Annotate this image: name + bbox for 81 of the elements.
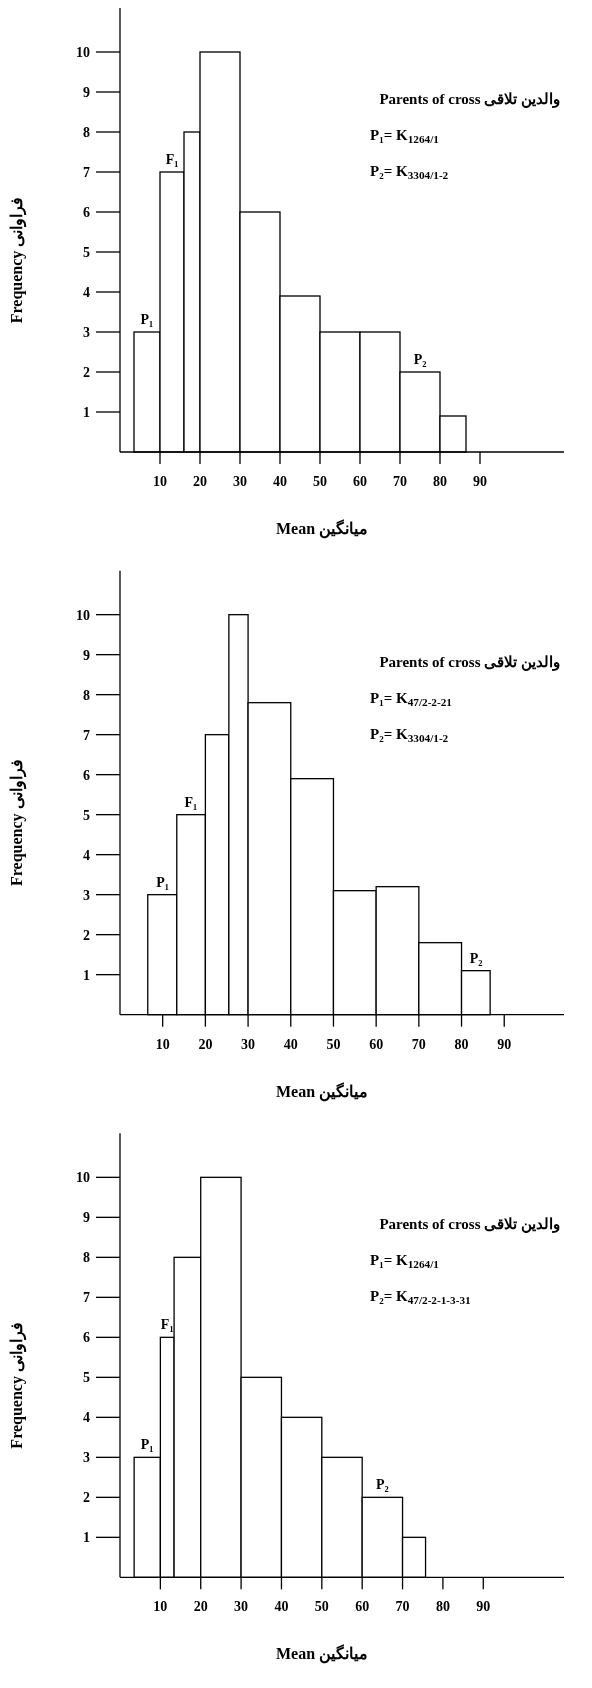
x-tick-label: 30 (233, 474, 247, 489)
y-tick-label: 7 (83, 727, 90, 743)
annotation: Parents of cross والدین تلاقی (379, 1216, 560, 1234)
x-tick-label: 90 (476, 1599, 491, 1615)
x-tick-label: 30 (234, 1599, 249, 1615)
x-tick-label: 60 (353, 474, 367, 489)
x-axis-title: Mean میانگین (275, 519, 369, 539)
x-axis-title: Mean میانگین (275, 1081, 369, 1102)
y-tick-label: 2 (83, 365, 90, 380)
x-tick-label: 40 (283, 1036, 298, 1052)
y-tick-label: 3 (83, 325, 90, 340)
y-axis-title: Frequency فراوانی (8, 759, 27, 886)
y-tick-label: 4 (83, 1410, 90, 1426)
y-tick-label: 5 (83, 1370, 90, 1386)
x-tick-label: 50 (313, 474, 327, 489)
y-tick-label: 9 (83, 1210, 90, 1226)
x-tick-label: 50 (314, 1599, 329, 1615)
y-tick-label: 1 (83, 405, 90, 420)
y-tick-label: 2 (83, 927, 90, 943)
x-tick-label: 70 (411, 1036, 426, 1052)
annotation: P₁= K$_{1264/1}$ (370, 127, 440, 145)
annotation: P₁ (140, 312, 154, 327)
x-tick-label: 80 (435, 1599, 450, 1615)
y-tick-label: 6 (83, 767, 90, 783)
y-tick-label: 7 (83, 165, 90, 180)
annotation: P₂= K$_{3304/1-2}$ (370, 725, 449, 744)
annotation: F₁ (184, 794, 198, 810)
annotation: F₁ (165, 152, 179, 167)
annotation: Parents of cross والدین تلاقی (379, 91, 560, 108)
x-tick-label: 40 (274, 1599, 289, 1615)
y-axis-title: Frequency فراوانی (8, 1322, 27, 1449)
y-tick-label: 5 (83, 245, 90, 260)
annotation: P₂ (375, 1477, 389, 1493)
x-tick-label: 90 (473, 474, 487, 489)
x-tick-label: 20 (198, 1036, 213, 1052)
x-tick-label: 10 (155, 1036, 170, 1052)
y-axis-title: Frequency فراوانی (8, 196, 27, 324)
x-tick-label: 80 (433, 474, 447, 489)
y-tick-label: 4 (83, 847, 90, 863)
annotation: P₁= K$_{47/2-2-21}$ (370, 689, 453, 708)
x-tick-label: 10 (153, 1599, 168, 1615)
y-tick-label: 4 (83, 285, 90, 300)
annotation: P₁ (156, 874, 170, 890)
x-tick-label: 10 (153, 474, 167, 489)
y-tick-label: 1 (83, 1530, 90, 1546)
x-tick-label: 70 (395, 1599, 410, 1615)
x-tick-label: 20 (193, 474, 207, 489)
annotation: P₂ (413, 352, 427, 367)
x-tick-label: 90 (497, 1036, 512, 1052)
x-tick-label: 20 (193, 1599, 208, 1615)
x-tick-label: 60 (355, 1599, 370, 1615)
y-tick-label: 9 (83, 85, 90, 100)
y-tick-label: 10 (76, 607, 90, 623)
y-tick-label: 8 (83, 1250, 90, 1266)
annotation: P₂= K$_{3304/1-2}$ (370, 163, 449, 181)
y-tick-label: 3 (83, 1450, 90, 1466)
y-tick-label: 2 (83, 1490, 90, 1506)
y-tick-label: 10 (76, 45, 90, 60)
annotation: P₂ (469, 950, 483, 966)
x-tick-label: 50 (326, 1036, 341, 1052)
annotation: F₁ (160, 1317, 174, 1333)
x-tick-label: 40 (273, 474, 287, 489)
annotation: Parents of cross والدین تلاقی (379, 653, 560, 671)
y-tick-label: 6 (83, 1330, 90, 1346)
y-tick-label: 6 (83, 205, 90, 220)
y-tick-label: 8 (83, 125, 90, 140)
annotation: P₂= K$_{47/2-2-1-3-31}$ (370, 1288, 472, 1307)
x-tick-label: 60 (369, 1036, 384, 1052)
y-tick-label: 3 (83, 887, 90, 903)
y-tick-label: 8 (83, 687, 90, 703)
x-tick-label: 30 (241, 1036, 256, 1052)
x-tick-label: 70 (393, 474, 407, 489)
x-axis-title: Mean میانگین (275, 1644, 369, 1665)
y-tick-label: 5 (83, 807, 90, 823)
annotation: P₁ (140, 1437, 154, 1453)
y-tick-label: 9 (83, 647, 90, 663)
annotation: P₁= K$_{1264/1}$ (370, 1252, 440, 1271)
x-tick-label: 80 (454, 1036, 469, 1052)
y-tick-label: 10 (76, 1170, 90, 1186)
y-tick-label: 7 (83, 1290, 90, 1306)
y-tick-label: 1 (83, 967, 90, 983)
